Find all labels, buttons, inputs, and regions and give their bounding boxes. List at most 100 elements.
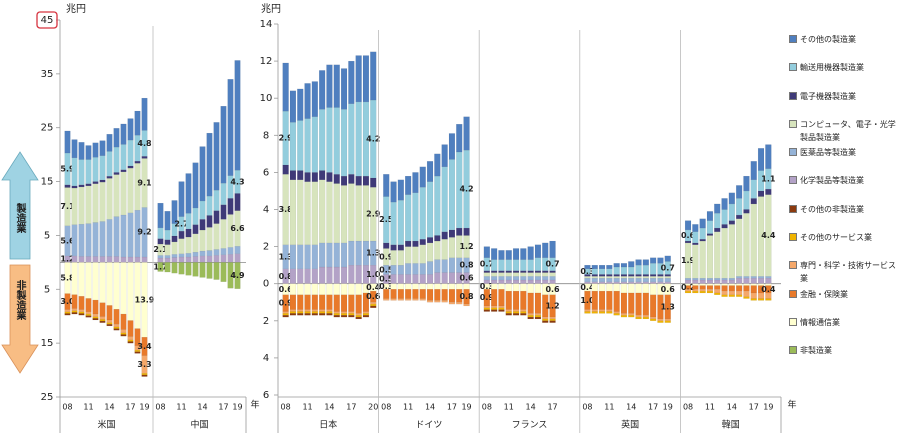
value-label: 13.9 xyxy=(135,295,155,304)
bar-segment xyxy=(721,224,728,229)
bar-segment xyxy=(199,229,206,252)
bar-segment xyxy=(206,132,213,197)
bar-segment xyxy=(706,285,714,290)
bar-segment xyxy=(355,175,362,186)
bar-segment xyxy=(505,283,512,292)
x-tick-label: 11 xyxy=(83,403,93,412)
bar-segment xyxy=(591,276,598,279)
bar-segment xyxy=(405,298,412,301)
bar-segment xyxy=(613,277,620,282)
bar-segment xyxy=(333,311,340,314)
bar-segment xyxy=(370,51,377,101)
y-tick-label: 14 xyxy=(260,19,273,30)
bar-segment xyxy=(426,274,434,284)
bar-segment xyxy=(743,285,750,292)
bar-segment xyxy=(304,311,311,314)
bar-segment xyxy=(282,313,289,316)
bar-segment xyxy=(584,309,591,312)
bar-segment xyxy=(498,272,505,277)
bar-segment xyxy=(213,255,220,263)
bar-segment xyxy=(64,313,71,316)
bar-segment xyxy=(441,231,448,240)
legend-swatch xyxy=(789,35,797,43)
bar-segment xyxy=(542,270,549,273)
x-tick-label: 08 xyxy=(281,403,291,412)
bar-segment xyxy=(613,281,620,284)
bar-segment xyxy=(463,303,470,307)
bar-segment xyxy=(234,193,241,211)
legend-item: 輸送用機器製造業 xyxy=(788,61,898,89)
bar-segment xyxy=(106,256,113,263)
bar-segment xyxy=(426,283,434,290)
bar-segment xyxy=(78,296,85,310)
bar-segment xyxy=(664,318,671,321)
bar-segment xyxy=(657,294,664,320)
bar-segment xyxy=(412,240,419,247)
bar-segment xyxy=(127,256,134,263)
bar-segment xyxy=(591,311,598,314)
x-tick-label: 11 xyxy=(176,403,186,412)
bar-segment xyxy=(282,311,289,314)
bar-segment xyxy=(426,300,434,303)
legend-label: 医薬品等製造業 xyxy=(800,148,856,158)
bar-segment xyxy=(106,176,113,179)
bar-segment xyxy=(728,220,735,225)
unit-label: 兆円 xyxy=(66,3,86,15)
bar-segment xyxy=(311,309,318,312)
bar-segment xyxy=(64,152,71,185)
bar-segment xyxy=(85,315,92,318)
bar-segment xyxy=(348,240,355,266)
bar-segment xyxy=(434,259,441,273)
bar-segment xyxy=(412,192,419,242)
x-tick-label: 17 xyxy=(648,403,658,412)
bar-segment xyxy=(721,283,728,286)
value-label: 0.8 xyxy=(459,292,474,301)
bar-segment xyxy=(635,315,642,318)
legend-swatch xyxy=(789,289,797,298)
bar-segment xyxy=(106,319,113,323)
y-tick-label: 12 xyxy=(260,56,273,67)
legend-item: 医薬品等製造業 xyxy=(788,146,898,174)
bar-segment xyxy=(185,236,192,254)
bar-segment xyxy=(765,188,772,195)
bar-segment xyxy=(419,166,426,188)
bar-segment xyxy=(757,277,765,284)
bar-segment xyxy=(92,256,99,263)
bar-segment xyxy=(106,262,113,306)
y-tick-label: 5 xyxy=(44,284,50,295)
bar-segment xyxy=(234,262,241,289)
bar-segment xyxy=(721,279,728,284)
bar-segment xyxy=(383,174,390,197)
bar-segment xyxy=(85,311,92,315)
bar-segment xyxy=(628,266,635,275)
bar-segment xyxy=(390,289,397,299)
bar-segment xyxy=(340,68,348,110)
bar-segment xyxy=(591,290,598,310)
bar-segment xyxy=(64,311,71,314)
value-label: 0.5 xyxy=(379,275,394,284)
value-label: 2.9 xyxy=(366,210,381,219)
bar-segment xyxy=(213,190,220,211)
x-tick-label: 14 xyxy=(425,403,435,412)
value-label: 1.0 xyxy=(366,270,381,279)
bar-segment xyxy=(534,279,542,284)
bar-segment xyxy=(520,272,527,277)
bar-segment xyxy=(606,264,613,270)
bar-segment xyxy=(304,268,311,284)
bar-segment xyxy=(157,255,164,259)
bar-segment xyxy=(220,106,227,184)
bar-segment xyxy=(542,320,549,323)
bar-segment xyxy=(527,316,534,320)
value-label: 0.6 xyxy=(459,274,474,283)
bar-segment xyxy=(498,259,505,271)
bar-segment xyxy=(743,283,750,286)
bar-segment xyxy=(598,276,606,279)
bar-segment xyxy=(333,183,340,244)
bar-segment xyxy=(227,198,234,215)
bar-segment xyxy=(483,276,490,281)
manufacturing-label: 製造業 xyxy=(14,202,27,234)
bar-segment xyxy=(311,283,318,295)
bar-segment xyxy=(405,289,412,299)
bar-segment xyxy=(491,276,498,281)
